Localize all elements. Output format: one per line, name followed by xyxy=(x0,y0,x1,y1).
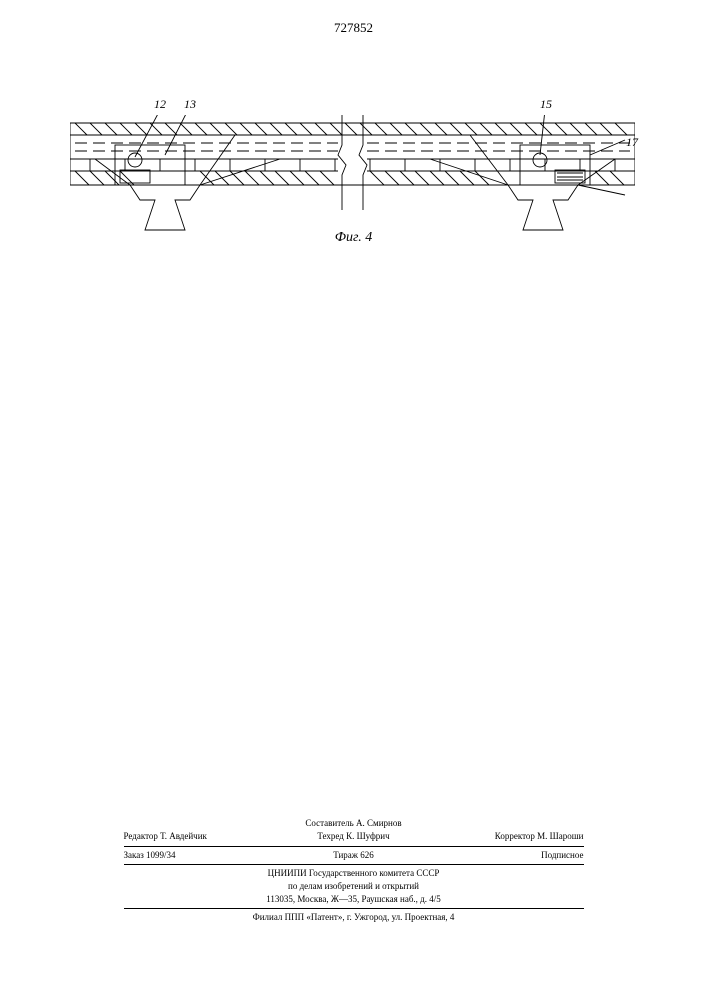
divider-1 xyxy=(124,846,584,847)
credits-org1: ЦНИИПИ Государственного комитета СССР xyxy=(124,868,584,880)
callout-12: 12 xyxy=(154,97,166,112)
callout-15: 15 xyxy=(540,97,552,112)
divider-3 xyxy=(124,908,584,909)
credits-corrector: Корректор М. Шароши xyxy=(430,831,583,843)
credits-branch: Филиал ППП «Патент», г. Ужгород, ул. Про… xyxy=(124,912,584,924)
credits-tirage: Тираж 626 xyxy=(277,850,430,862)
credits-techred: Техред К. Шуфрич xyxy=(277,831,430,843)
figure-label: Фиг. 4 xyxy=(335,230,373,246)
credits-row-1: Редактор Т. Авдейчик Техред К. Шуфрич Ко… xyxy=(124,831,584,843)
credits-address: 113035, Москва, Ж—35, Раушская наб., д. … xyxy=(124,894,584,906)
credits-editor: Редактор Т. Авдейчик xyxy=(124,831,277,843)
divider-2 xyxy=(124,864,584,865)
credits-block: Составитель А. Смирнов Редактор Т. Авдей… xyxy=(124,818,584,925)
callout-13: 13 xyxy=(184,97,196,112)
credits-row-2: Заказ 1099/34 Тираж 626 Подписное xyxy=(124,850,584,862)
credits-order: Заказ 1099/34 xyxy=(124,850,277,862)
patent-number: 727852 xyxy=(334,20,373,36)
figure-svg xyxy=(70,115,635,295)
credits-org2: по делам изобретений и открытий xyxy=(124,881,584,893)
credits-composer: Составитель А. Смирнов xyxy=(124,818,584,830)
callout-17: 17 xyxy=(626,135,638,150)
credits-subscription: Подписное xyxy=(430,850,583,862)
page: 727852 xyxy=(0,0,707,1000)
